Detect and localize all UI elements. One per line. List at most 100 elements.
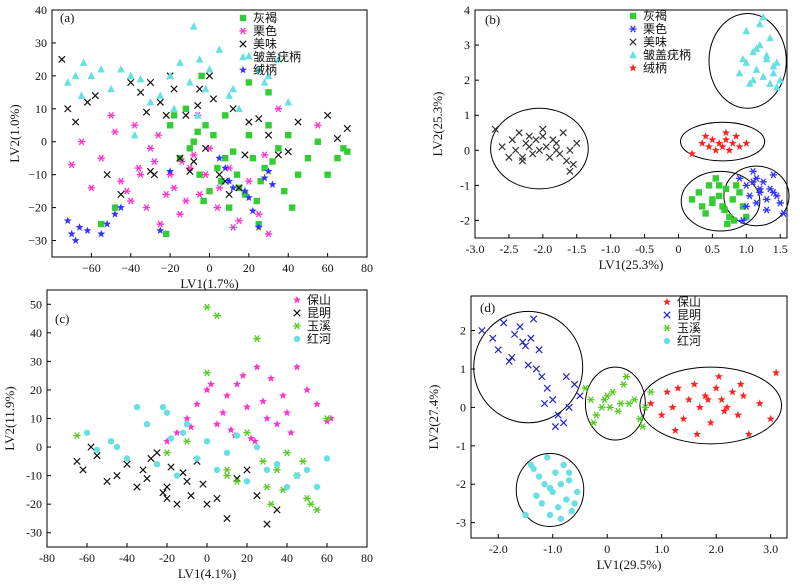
data-point (708, 135, 717, 144)
data-point (245, 118, 253, 126)
data-point (267, 374, 275, 382)
data-point (130, 130, 139, 139)
data-point (303, 494, 311, 502)
data-point (745, 192, 754, 200)
data-point (721, 206, 728, 214)
data-point (698, 139, 707, 147)
data-point (198, 72, 205, 80)
data-point (532, 136, 540, 144)
y-tick-label: 1 (460, 362, 466, 376)
data-point (72, 118, 80, 126)
data-point (159, 489, 167, 497)
x-tick-label: 0 (204, 551, 210, 565)
data-point (265, 89, 272, 96)
data-point (299, 457, 307, 465)
data-point (255, 210, 263, 218)
data-point (77, 138, 86, 146)
data-point (213, 494, 221, 503)
data-point (724, 220, 731, 228)
data-point (200, 197, 207, 205)
data-point (742, 26, 751, 35)
data-point (566, 146, 574, 154)
data-point (779, 209, 788, 217)
data-point (552, 469, 559, 476)
data-point (608, 388, 617, 396)
data-point (64, 105, 72, 113)
data-point (283, 408, 291, 417)
data-point (759, 12, 768, 21)
data-point (576, 392, 584, 400)
x-axis-label: LV1(4.1%) (178, 566, 236, 580)
data-point (139, 466, 147, 474)
data-point (533, 492, 540, 499)
data-point (79, 466, 87, 474)
x-tick-label: -3.0 (466, 242, 485, 256)
data-point (712, 383, 721, 392)
data-point (225, 177, 234, 185)
data-point (193, 400, 201, 408)
data-point (323, 417, 331, 425)
data-point (67, 229, 76, 238)
data-point (657, 410, 666, 419)
data-point (718, 142, 727, 151)
data-point (247, 434, 255, 442)
data-point (170, 104, 178, 112)
legend-label: 红河 (307, 331, 331, 346)
legend-label: 玉溪 (307, 319, 331, 333)
data-point (494, 346, 502, 354)
data-point (600, 396, 609, 404)
data-point (186, 78, 194, 86)
y-tick-label: 1 (464, 108, 470, 122)
data-point (283, 449, 291, 457)
data-point (229, 148, 237, 155)
y-tick-label: 0 (464, 143, 470, 157)
y-tick-label: -1 (456, 439, 466, 453)
x-tick-label: -40 (119, 551, 135, 565)
data-point (127, 78, 135, 87)
x-tick-label: -2.5 (499, 242, 518, 256)
data-point (75, 223, 84, 231)
data-point (195, 55, 204, 63)
data-point (695, 403, 704, 411)
data-point (264, 167, 273, 175)
data-point (229, 223, 237, 231)
data-point (565, 477, 573, 484)
data-point (239, 65, 247, 74)
data-point (186, 167, 194, 175)
data-point (709, 199, 716, 207)
data-point (156, 220, 164, 228)
data-point (134, 164, 143, 172)
data-point (646, 399, 655, 407)
data-point (173, 472, 181, 479)
plot-frame (470, 295, 788, 539)
data-point (83, 98, 92, 106)
x-axis-label: LV1(1.7%) (180, 276, 238, 291)
data-point (260, 151, 269, 159)
data-point (313, 483, 321, 491)
legend-label: 昆明 (677, 308, 701, 322)
data-point (699, 203, 706, 210)
data-point (491, 125, 499, 133)
data-point (113, 471, 121, 480)
data-point (294, 118, 302, 126)
data-point (690, 380, 699, 388)
group-ellipse (515, 452, 585, 527)
data-point (97, 154, 105, 162)
data-point (736, 380, 745, 388)
data-point (539, 125, 547, 133)
data-point (194, 101, 202, 110)
data-point (313, 506, 321, 514)
data-point (233, 474, 241, 483)
data-point (756, 19, 764, 28)
data-point (173, 500, 181, 508)
group-ellipse (639, 366, 783, 445)
data-point (117, 190, 125, 199)
data-point (773, 192, 781, 200)
y-tick-label: -1 (460, 178, 470, 192)
data-point (107, 111, 115, 119)
data-point (505, 357, 513, 365)
data-point (723, 403, 732, 411)
data-point (213, 466, 221, 474)
data-point (720, 407, 729, 415)
